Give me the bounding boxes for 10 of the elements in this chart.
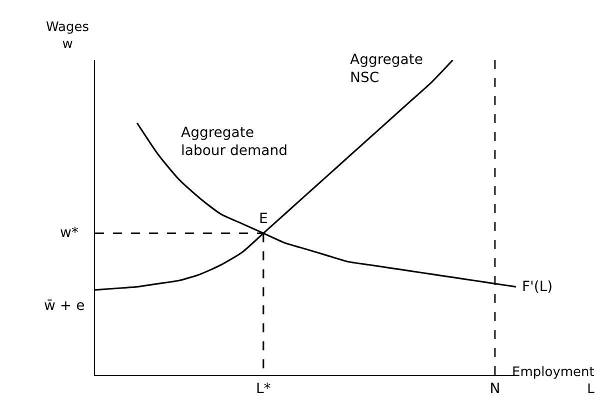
y-axis-title: Wages w [46,20,90,52]
text: w* [60,225,78,241]
x-tick-label: L* [256,381,271,397]
text: w̄ + e [44,298,85,314]
text: F'(L) [522,279,553,295]
x-tick-label: N [490,381,500,397]
annotation: E [259,211,268,227]
annotation: Aggregate labour demand [181,125,288,160]
x-axis-title: Employment L [512,365,596,397]
annotation: Aggregate NSC [350,52,423,86]
